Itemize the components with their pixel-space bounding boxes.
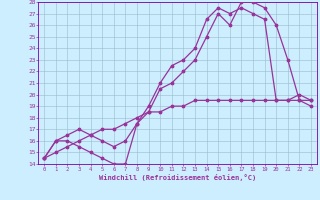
X-axis label: Windchill (Refroidissement éolien,°C): Windchill (Refroidissement éolien,°C) [99, 174, 256, 181]
